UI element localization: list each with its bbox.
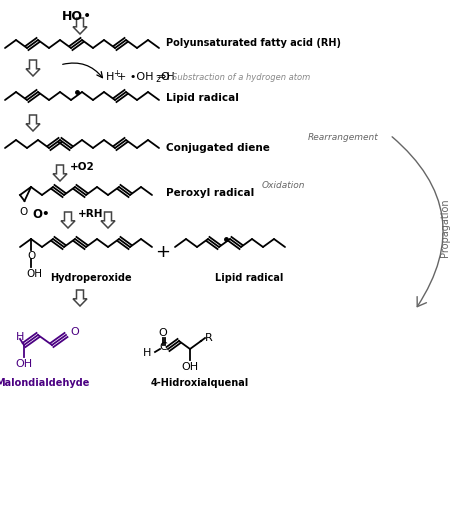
Text: HO: HO [62, 10, 83, 23]
Text: Substraction of a hydrogen atom: Substraction of a hydrogen atom [172, 73, 310, 81]
Text: 4-Hidroxialquenal: 4-Hidroxialquenal [151, 378, 249, 388]
Text: O: O [19, 207, 28, 217]
FancyArrowPatch shape [392, 137, 443, 307]
Text: O•: O• [32, 209, 49, 222]
Text: +: + [156, 243, 170, 261]
Text: •: • [83, 9, 91, 23]
Text: Lipid radical: Lipid radical [215, 273, 283, 283]
Text: O: O [27, 251, 35, 261]
Text: H: H [143, 348, 151, 358]
Text: +RH: +RH [78, 209, 103, 219]
Text: O: O [70, 327, 79, 337]
Text: Malondialdehyde: Malondialdehyde [0, 378, 89, 388]
Text: H: H [106, 72, 115, 82]
Text: OH: OH [26, 269, 42, 279]
Text: Peroxyl radical: Peroxyl radical [166, 188, 254, 198]
Text: +: + [113, 69, 120, 79]
Text: Oxidation: Oxidation [262, 180, 305, 190]
Text: Hydroperoxide: Hydroperoxide [50, 273, 132, 283]
Text: H: H [16, 332, 24, 342]
Text: +O2: +O2 [70, 162, 95, 172]
Text: Propagation: Propagation [440, 199, 450, 257]
Text: Rearrangement: Rearrangement [308, 134, 379, 142]
Text: O: O [160, 72, 169, 82]
Text: OH: OH [182, 362, 199, 372]
Text: OH: OH [15, 359, 32, 369]
Text: O: O [158, 328, 167, 338]
Text: Conjugated diene: Conjugated diene [166, 143, 270, 153]
Text: Lipid radical: Lipid radical [166, 93, 239, 103]
Text: R: R [205, 333, 213, 343]
Text: 2: 2 [155, 76, 160, 84]
Text: + •OH ⇒H: + •OH ⇒H [117, 72, 175, 82]
Text: C: C [159, 342, 167, 352]
Text: Polyunsaturated fatty acid (RH): Polyunsaturated fatty acid (RH) [166, 38, 341, 48]
